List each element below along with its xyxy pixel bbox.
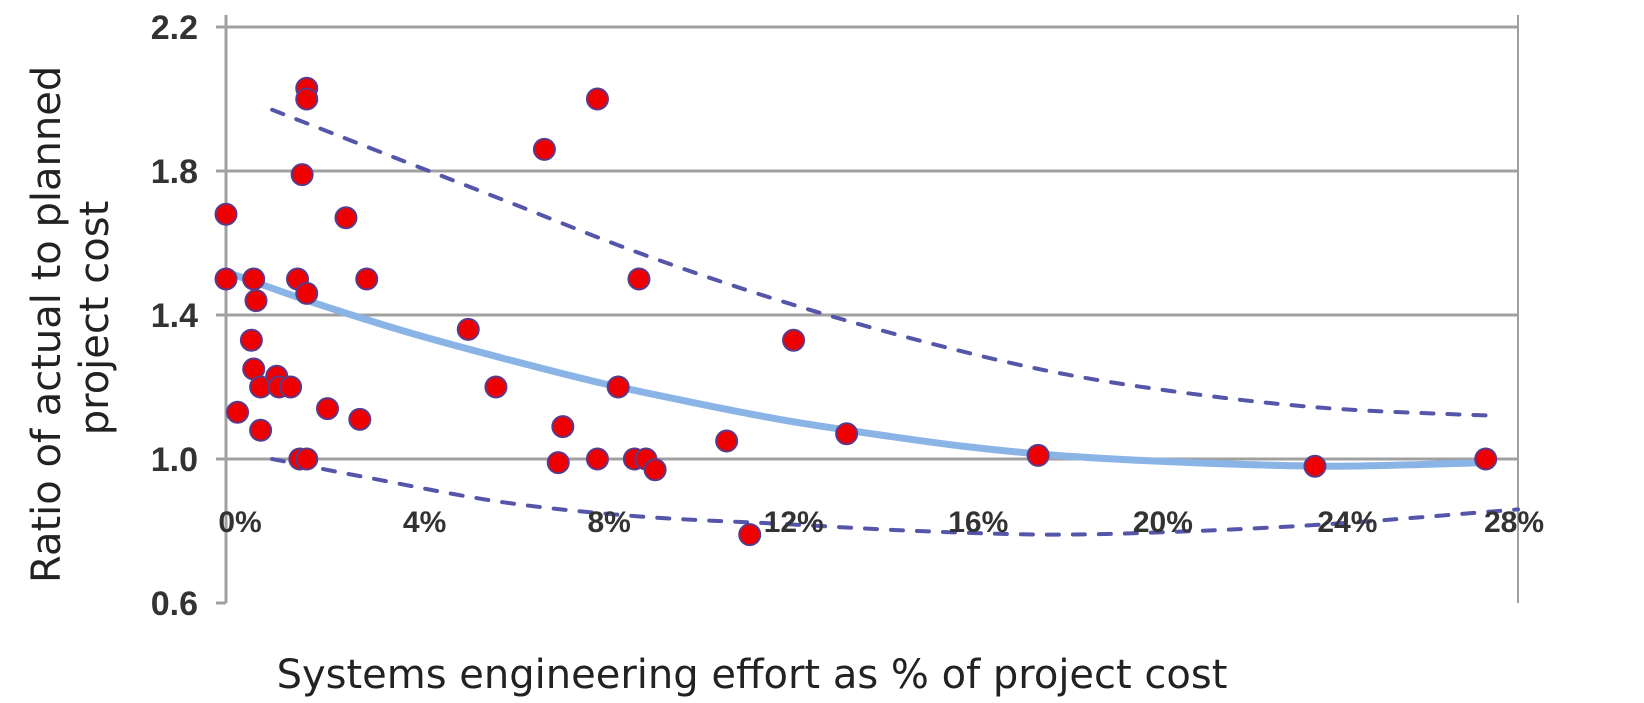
data-point-35 — [715, 429, 739, 453]
data-point-39 — [1026, 443, 1050, 467]
data-point-2 — [226, 400, 250, 424]
data-point-25 — [532, 137, 556, 161]
lower-bound-line — [270, 457, 1520, 537]
y-tick-label-4: 2.2 — [151, 9, 198, 47]
data-point-1 — [214, 267, 238, 291]
data-point-29 — [585, 447, 609, 471]
x-tick-label-5: 20% — [1133, 506, 1193, 539]
gridlines — [226, 15, 1519, 603]
data-point-41 — [1474, 447, 1498, 471]
x-tick-label-1: 4% — [403, 506, 446, 539]
data-point-18 — [295, 447, 319, 471]
data-point-20 — [334, 206, 358, 230]
y-tick-labels: 0.6 1.0 1.4 1.8 2.2 — [151, 9, 226, 623]
data-point-19 — [316, 397, 340, 421]
x-tick-label-3: 12% — [764, 506, 824, 539]
data-point-22 — [355, 267, 379, 291]
y-axis-title: Ratio of actual to planned project cost — [24, 53, 118, 583]
x-tick-label-2: 8% — [587, 506, 630, 539]
data-point-38 — [835, 422, 859, 446]
data-point-24 — [484, 375, 508, 399]
data-point-21 — [348, 407, 372, 431]
data-point-16 — [295, 87, 319, 111]
x-tick-label-0: 0% — [218, 506, 261, 539]
y-axis-title-line-2: project cost — [72, 201, 118, 436]
x-tick-labels: 0% 4% 8% 12% 16% 20% 24% 28% — [218, 506, 1544, 539]
data-points — [214, 76, 1498, 547]
data-point-37 — [782, 328, 806, 352]
x-axis-title: Systems engineering effort as % of proje… — [277, 652, 1228, 698]
data-point-36 — [738, 523, 762, 547]
data-point-14 — [295, 281, 319, 305]
data-point-8 — [249, 418, 273, 442]
upper-bound-line — [270, 107, 1497, 418]
data-point-28 — [585, 87, 609, 111]
y-tick-label-2: 1.4 — [151, 297, 198, 335]
y-tick-label-1: 1.0 — [151, 441, 198, 479]
data-point-27 — [551, 415, 575, 439]
data-point-13 — [290, 163, 314, 187]
bound-lines — [270, 107, 1520, 537]
trend-line — [222, 268, 1490, 470]
x-tick-label-6: 24% — [1317, 506, 1377, 539]
data-point-26 — [546, 451, 570, 475]
data-point-32 — [627, 267, 651, 291]
x-tick-label-4: 16% — [948, 506, 1008, 539]
x-tick-label-7: 28% — [1484, 506, 1544, 539]
y-tick-label-0: 0.6 — [151, 585, 198, 623]
data-point-23 — [456, 317, 480, 341]
data-point-11 — [279, 375, 303, 399]
y-tick-label-3: 1.8 — [151, 153, 198, 191]
data-point-3 — [242, 267, 266, 291]
data-point-5 — [239, 328, 263, 352]
data-point-40 — [1303, 454, 1327, 478]
y-axis-title-line-1: Ratio of actual to planned — [24, 66, 70, 583]
data-point-4 — [244, 289, 268, 313]
data-point-34 — [643, 458, 667, 482]
data-point-30 — [606, 375, 630, 399]
data-point-0 — [214, 202, 238, 226]
